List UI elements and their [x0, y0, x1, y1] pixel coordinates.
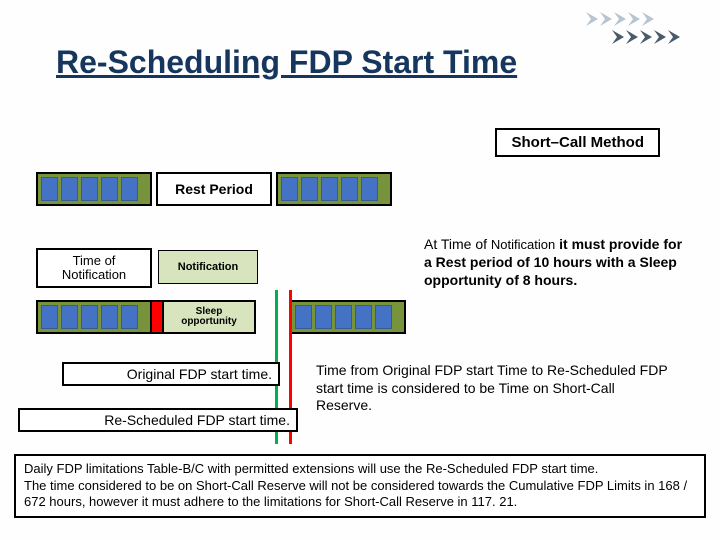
page-title: Re-Scheduling FDP Start Time: [56, 44, 517, 81]
reserve-text: Time from Original FDP start Time to Re-…: [316, 362, 668, 415]
gap-bar: [152, 300, 164, 334]
rescheduled-fdp-box: Re-Scheduled FDP start time.: [18, 408, 298, 432]
sleep-opportunity-box: Sleep opportunity: [164, 300, 256, 334]
ton-line1: Time of: [73, 254, 116, 268]
method-label: Short–Call Method: [495, 128, 660, 157]
time-of-notification-box: Time of Notification: [36, 248, 152, 288]
timeline-row1-right: [276, 172, 392, 206]
rest-period-label: Rest Period: [156, 172, 272, 206]
timeline-row2-right: [290, 300, 406, 334]
ton-line2: Notification: [62, 268, 126, 282]
footer-note: Daily FDP limitations Table-B/C with per…: [14, 454, 706, 518]
notification-box: Notification: [158, 250, 258, 284]
timeline-row2-left: [36, 300, 152, 334]
original-fdp-box: Original FDP start time.: [62, 362, 280, 386]
sleep-line2: opportunity: [181, 317, 237, 327]
chevron-logo: [586, 12, 682, 46]
timeline-row1-left: [36, 172, 152, 206]
rule-text: At Time of Notification it must provide …: [424, 236, 684, 290]
